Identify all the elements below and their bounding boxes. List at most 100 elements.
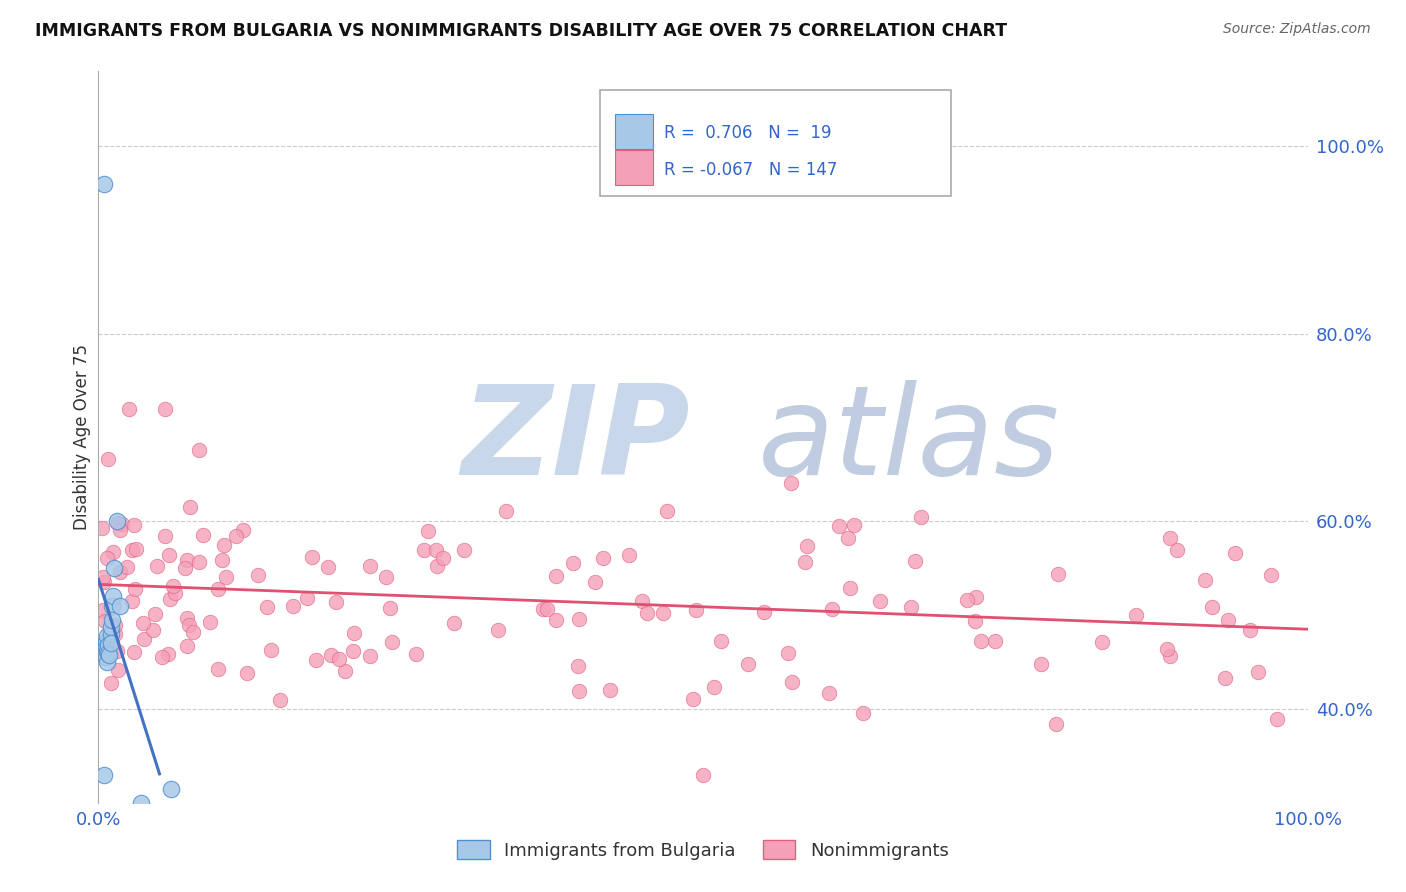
Point xyxy=(91,638,114,652)
Point xyxy=(174,561,197,575)
Point xyxy=(1247,665,1270,679)
Point xyxy=(1201,599,1223,614)
Point xyxy=(131,615,153,630)
Point xyxy=(636,606,658,620)
Point xyxy=(963,614,986,628)
Point xyxy=(94,650,117,665)
Point xyxy=(544,613,567,627)
Point xyxy=(776,646,799,660)
Point xyxy=(413,543,436,558)
Point xyxy=(426,558,449,573)
Point xyxy=(91,521,114,535)
Point xyxy=(828,518,851,533)
Point xyxy=(842,518,865,533)
Point xyxy=(567,659,589,673)
Point xyxy=(869,594,891,608)
Point xyxy=(215,570,238,584)
Point xyxy=(97,451,120,466)
Point xyxy=(652,606,675,620)
Point xyxy=(153,529,176,543)
Text: Source: ZipAtlas.com: Source: ZipAtlas.com xyxy=(1223,22,1371,37)
Point xyxy=(333,664,356,678)
Point xyxy=(225,529,247,543)
Point xyxy=(146,559,169,574)
Point xyxy=(567,612,589,626)
Point xyxy=(1216,613,1239,627)
Point xyxy=(96,644,118,658)
Point xyxy=(107,663,129,677)
Point xyxy=(107,516,129,530)
Point xyxy=(176,639,198,653)
Point xyxy=(122,644,145,658)
Point xyxy=(100,599,122,613)
Point xyxy=(176,553,198,567)
Text: R = -0.067   N = 147: R = -0.067 N = 147 xyxy=(664,161,838,178)
Point xyxy=(956,593,979,607)
Point xyxy=(754,605,776,619)
Point xyxy=(281,599,304,614)
Point xyxy=(837,531,859,545)
Point xyxy=(198,615,221,629)
Point xyxy=(183,625,205,640)
Point xyxy=(1260,568,1282,582)
Point xyxy=(188,555,211,569)
Point xyxy=(359,559,381,574)
Point xyxy=(796,540,818,554)
Point xyxy=(122,518,145,533)
Point xyxy=(359,649,381,664)
Point xyxy=(236,666,259,681)
Point xyxy=(432,551,454,566)
Point xyxy=(583,575,606,590)
Point xyxy=(100,619,122,633)
Point xyxy=(380,635,402,649)
Point xyxy=(150,649,173,664)
Point xyxy=(100,627,122,641)
Point xyxy=(910,509,932,524)
Point xyxy=(965,590,987,604)
Point xyxy=(682,692,704,706)
Point xyxy=(94,634,117,648)
Point xyxy=(157,647,180,661)
Point xyxy=(630,594,652,608)
Point xyxy=(1265,712,1288,726)
Point xyxy=(1047,567,1070,582)
Point xyxy=(319,648,342,663)
Point xyxy=(118,401,141,416)
Point xyxy=(343,625,366,640)
Point xyxy=(839,581,862,595)
Point xyxy=(100,636,122,650)
Point xyxy=(1223,546,1246,560)
Point xyxy=(416,524,439,538)
Point xyxy=(1166,542,1188,557)
Point xyxy=(780,675,803,690)
Point xyxy=(98,648,121,662)
Point xyxy=(153,401,176,416)
Point xyxy=(97,646,120,660)
Point xyxy=(101,545,124,559)
Legend: Immigrants from Bulgaria, Nonimmigrants: Immigrants from Bulgaria, Nonimmigrants xyxy=(450,833,956,867)
Point xyxy=(125,542,148,557)
FancyBboxPatch shape xyxy=(600,90,950,195)
Point xyxy=(193,528,215,542)
Point xyxy=(970,633,993,648)
Text: IMMIGRANTS FROM BULGARIA VS NONIMMIGRANTS DISABILITY AGE OVER 75 CORRELATION CHA: IMMIGRANTS FROM BULGARIA VS NONIMMIGRANT… xyxy=(35,22,1007,40)
Point xyxy=(817,686,839,700)
Point xyxy=(295,591,318,605)
Point xyxy=(179,500,201,515)
Text: R =  0.706   N =  19: R = 0.706 N = 19 xyxy=(664,124,832,142)
Point xyxy=(794,555,817,569)
Point xyxy=(1239,624,1261,638)
Point xyxy=(188,442,211,457)
Point xyxy=(269,692,291,706)
Point xyxy=(655,503,678,517)
Point xyxy=(568,684,591,698)
Point xyxy=(142,624,165,638)
Point xyxy=(592,550,614,565)
Point xyxy=(121,543,143,558)
Point xyxy=(108,565,131,579)
Point xyxy=(132,632,155,647)
Point xyxy=(425,543,447,558)
Point xyxy=(211,553,233,567)
Point xyxy=(599,683,621,698)
Point xyxy=(256,600,278,615)
